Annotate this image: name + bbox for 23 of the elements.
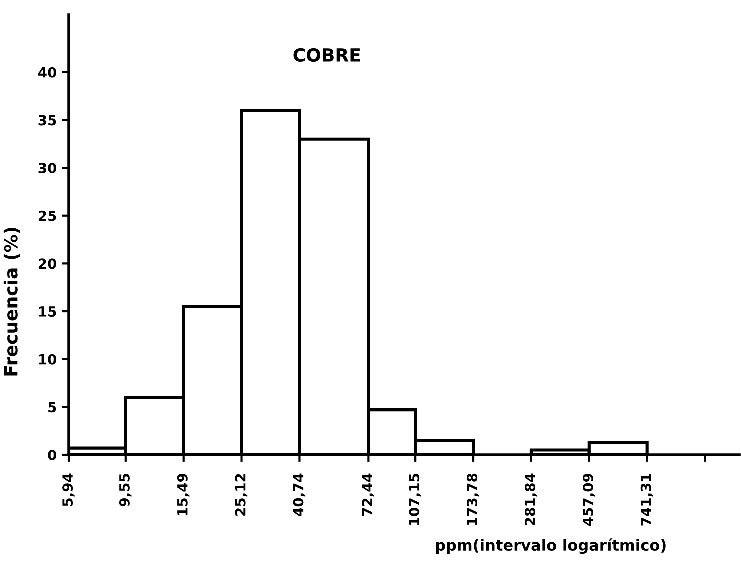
x-tick-label: 40,74 [293, 474, 306, 516]
y-tick-label: 20 [38, 258, 57, 270]
x-tick-label: 72,44 [362, 474, 374, 516]
x-tick-label: 25,12 [235, 474, 248, 516]
y-tick-label: 15 [39, 306, 56, 317]
x-tick-label: 173,78 [467, 474, 480, 526]
y-tick-label: 30 [38, 163, 57, 174]
y-tick-label: 40 [38, 67, 57, 78]
text: COBRE [294, 48, 360, 62]
x-axis-title: ppm(intervalo logarítmico) [436, 538, 666, 554]
y-tick-label: 10 [39, 354, 57, 365]
y-tick-label: 35 [38, 115, 56, 126]
x-tick-label: 281,84 [524, 474, 538, 526]
x-tick-label: 5,94 [62, 474, 75, 506]
x-tick-label: 9,55 [119, 474, 132, 507]
x-tick-label: 15,49 [177, 474, 190, 516]
y-tick-label: 25 [38, 210, 56, 222]
y-axis-title: Frecuencia (%) [4, 228, 20, 376]
x-tick-label: 457,09 [582, 474, 596, 526]
x-tick-label: 107,15 [409, 474, 422, 526]
y-tick-label: 0 [48, 450, 57, 460]
x-tick-label: 741,31 [640, 474, 654, 526]
y-tick-label: 5 [48, 402, 56, 413]
